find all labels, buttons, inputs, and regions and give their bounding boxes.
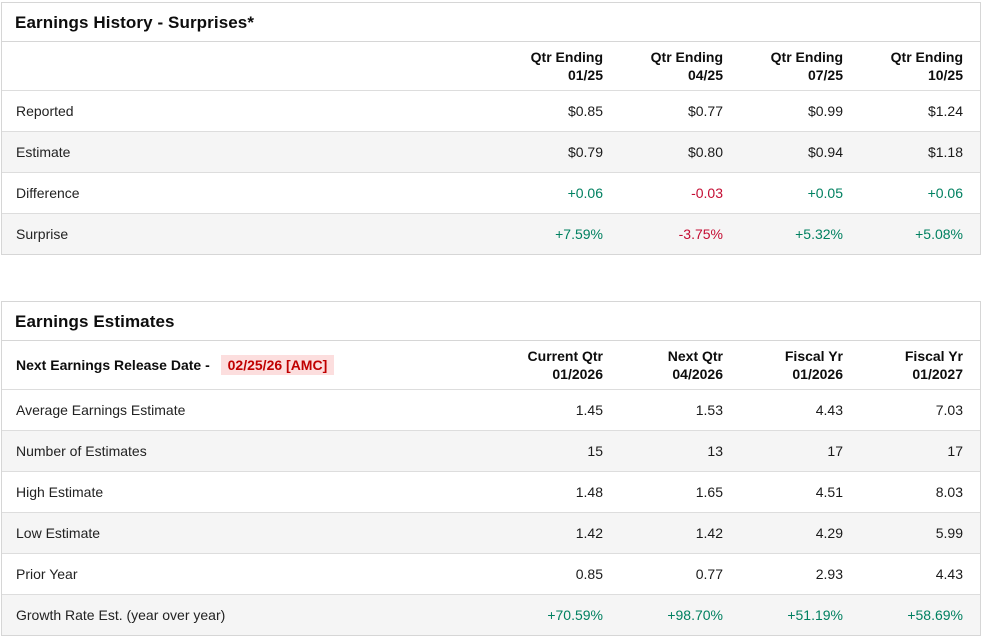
cell-value: 5.99: [860, 512, 980, 554]
column-header-sub: 01/2026: [792, 366, 843, 382]
cell-value: +0.06: [860, 172, 980, 214]
cell-value: -0.03: [620, 172, 740, 214]
table-row-high-estimate: High Estimate 1.48 1.65 4.51 8.03: [2, 471, 980, 513]
column-header-sub: 01/2027: [912, 366, 963, 382]
column-header-sub: 01/2026: [552, 366, 603, 382]
table-row-number-of-estimates: Number of Estimates 15 13 17 17: [2, 430, 980, 472]
column-header-sub: 01/25: [567, 67, 603, 83]
cell-value: 1.42: [620, 512, 740, 554]
cell-value: $1.24: [860, 90, 980, 132]
column-header-label: Fiscal Yr: [904, 348, 963, 364]
cell-value: +51.19%: [787, 607, 843, 623]
column-header-current-qtr: Current Qtr 01/2026: [500, 341, 620, 390]
column-header-fiscal-yr-2026: Fiscal Yr 01/2026: [740, 341, 860, 390]
cell-value: $0.85: [500, 90, 620, 132]
table-row-low-estimate: Low Estimate 1.42 1.42 4.29 5.99: [2, 512, 980, 554]
earnings-history-header-row: Qtr Ending 01/25 Qtr Ending 04/25 Qtr En…: [2, 42, 980, 91]
column-header-qtr-0125: Qtr Ending 01/25: [500, 42, 620, 91]
earnings-estimates-panel: Earnings Estimates Next Earnings Release…: [1, 301, 981, 636]
column-header-sub: 07/25: [807, 67, 843, 83]
column-header-label: Qtr Ending: [530, 49, 603, 65]
table-row-average-earnings-estimate: Average Earnings Estimate 1.45 1.53 4.43…: [2, 389, 980, 431]
earnings-history-title: Earnings History - Surprises*: [2, 3, 980, 42]
row-label: Low Estimate: [2, 512, 500, 554]
cell-value: +0.05: [740, 172, 860, 214]
row-label: Surprise: [16, 226, 69, 242]
cell-value: 4.43: [740, 389, 860, 431]
cell-value: +5.08%: [915, 226, 963, 242]
release-date-badge: 02/25/26 [AMC]: [220, 355, 335, 375]
earnings-estimates-title: Earnings Estimates: [2, 302, 980, 341]
column-header-qtr-0425: Qtr Ending 04/25: [620, 42, 740, 91]
cell-value: +70.59%: [547, 607, 603, 623]
cell-value: 2.93: [740, 553, 860, 595]
cell-value: -3.75%: [678, 226, 723, 242]
column-header-sub: 10/25: [927, 67, 963, 83]
cell-value: 4.29: [740, 512, 860, 554]
cell-value: $0.79: [500, 131, 620, 173]
cell-value: 7.03: [860, 389, 980, 431]
row-label: Difference: [2, 172, 500, 214]
cell-value: 4.51: [740, 471, 860, 513]
cell-value: +7.59%: [555, 226, 603, 242]
table-row-difference: Difference +0.06 -0.03 +0.05 +0.06: [2, 172, 980, 214]
earnings-history-panel: Earnings History - Surprises* Qtr Ending…: [1, 2, 981, 255]
cell-value: 13: [620, 430, 740, 472]
release-date-label: Next Earnings Release Date -: [16, 357, 210, 373]
table-row-prior-year: Prior Year 0.85 0.77 2.93 4.43: [2, 553, 980, 595]
cell-value: +58.69%: [907, 607, 963, 623]
next-earnings-release: Next Earnings Release Date - 02/25/26 [A…: [2, 341, 500, 390]
column-header-sub: 04/25: [687, 67, 723, 83]
earnings-history-table: Qtr Ending 01/25 Qtr Ending 04/25 Qtr En…: [2, 42, 980, 254]
row-label: Estimate: [2, 131, 500, 173]
column-header-qtr-1025: Qtr Ending 10/25: [860, 42, 980, 91]
row-label: High Estimate: [2, 471, 500, 513]
cell-value: $0.94: [740, 131, 860, 173]
cell-value: $0.77: [620, 90, 740, 132]
cell-value: 1.45: [500, 389, 620, 431]
column-header-next-qtr: Next Qtr 04/2026: [620, 341, 740, 390]
column-header-fiscal-yr-2027: Fiscal Yr 01/2027: [860, 341, 980, 390]
column-header-label: Qtr Ending: [890, 49, 963, 65]
table-row-reported: Reported $0.85 $0.77 $0.99 $1.24: [2, 90, 980, 132]
column-header-label: Current Qtr: [527, 348, 603, 364]
column-header-label: Qtr Ending: [770, 49, 843, 65]
row-label: Average Earnings Estimate: [2, 389, 500, 431]
row-label: Growth Rate Est. (year over year): [16, 607, 226, 623]
table-row-estimate: Estimate $0.79 $0.80 $0.94 $1.18: [2, 131, 980, 173]
cell-value: 1.65: [620, 471, 740, 513]
cell-value: 8.03: [860, 471, 980, 513]
earnings-estimates-table: Next Earnings Release Date - 02/25/26 [A…: [2, 341, 980, 635]
empty-header-cell: [2, 42, 500, 91]
cell-value: $0.80: [620, 131, 740, 173]
row-label: Number of Estimates: [2, 430, 500, 472]
cell-value: 0.85: [500, 553, 620, 595]
cell-value: 1.53: [620, 389, 740, 431]
cell-value: $1.18: [860, 131, 980, 173]
column-header-sub: 04/2026: [672, 366, 723, 382]
cell-value: +98.70%: [667, 607, 723, 623]
cell-value: 4.43: [860, 553, 980, 595]
column-header-qtr-0725: Qtr Ending 07/25: [740, 42, 860, 91]
table-row-growth-rate-est: Growth Rate Est. (year over year) +70.59…: [2, 594, 980, 635]
cell-value: +5.32%: [795, 226, 843, 242]
table-row-surprise: Surprise +7.59% -3.75% +5.32% +5.08%: [2, 213, 980, 254]
cell-value: 1.42: [500, 512, 620, 554]
earnings-estimates-header-row: Next Earnings Release Date - 02/25/26 [A…: [2, 341, 980, 390]
cell-value: 17: [860, 430, 980, 472]
row-label: Reported: [2, 90, 500, 132]
column-header-label: Next Qtr: [667, 348, 723, 364]
cell-value: 15: [500, 430, 620, 472]
column-header-label: Qtr Ending: [650, 49, 723, 65]
cell-value: +0.06: [500, 172, 620, 214]
row-label: Prior Year: [2, 553, 500, 595]
column-header-label: Fiscal Yr: [784, 348, 843, 364]
cell-value: $0.99: [740, 90, 860, 132]
cell-value: 17: [740, 430, 860, 472]
cell-value: 1.48: [500, 471, 620, 513]
cell-value: 0.77: [620, 553, 740, 595]
